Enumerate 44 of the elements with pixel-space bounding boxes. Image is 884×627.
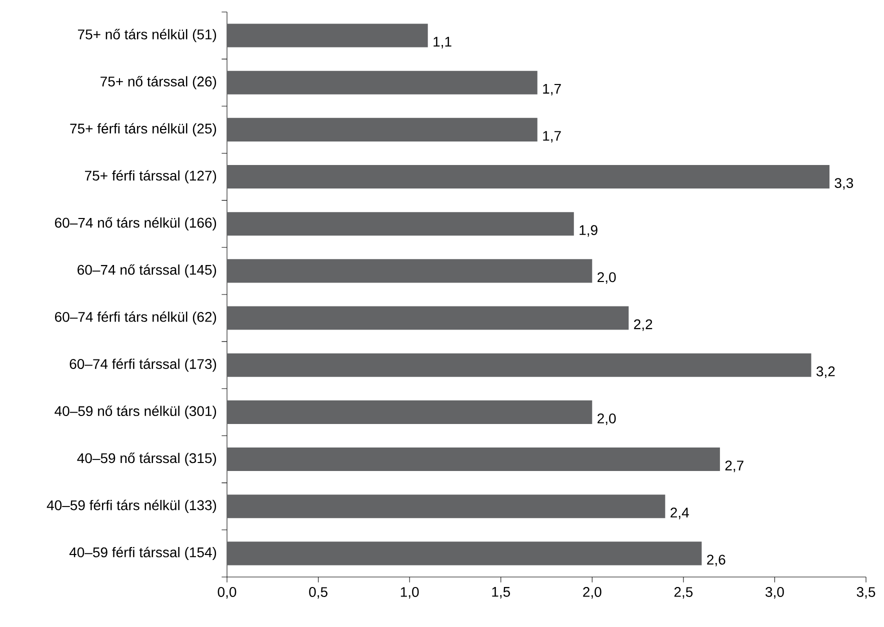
y-tick-label: 40–59 nő társsal (315) [77,452,216,466]
data-label: 1,7 [543,84,561,96]
data-label: 2,4 [670,508,689,520]
y-tick-label: 60–74 nő társ nélkül (166) [55,217,216,230]
bar [227,165,830,189]
x-tick-label: 2,0 [583,587,602,599]
x-tick-label: 0,0 [218,587,236,599]
bar [227,212,574,236]
x-tick-label: 0,5 [309,587,328,599]
y-tick-label: 60–74 nő társsal (145) [78,264,216,278]
y-tick-label: 75+ férfi társ nélkül (25) [70,123,216,136]
x-tick-label: 1,5 [492,587,510,598]
y-tick-label: 40–59 nő társ nélkül (301) [54,406,216,419]
x-tick-label: 1,0 [400,587,419,599]
bar [227,542,702,566]
bar [227,353,812,377]
data-label: 2,6 [707,554,726,566]
y-tick-label: 60–74 férfi társ nélkül (62) [55,311,216,325]
data-label: 1,9 [580,225,598,237]
y-tick-label: 60–74 férfi társsal (173) [70,358,216,372]
x-tick-label: 3,5 [856,587,876,599]
y-tick-label: 40–59 férfi társ nélkül (133) [46,500,216,513]
y-tick-label: 75+ nő társsal (26) [100,76,216,90]
bar [227,70,538,94]
data-label: 2,2 [634,319,652,331]
bar [227,306,629,330]
bar [227,400,592,424]
y-tick-label: 75+ nő társ nélkül (51) [78,28,216,42]
bar [227,259,592,283]
x-tick-label: 2,5 [674,587,693,599]
data-label: 2,0 [598,272,616,284]
bar [227,118,538,142]
data-label: 2,0 [598,413,616,426]
bar [227,448,720,472]
y-tick-label: 40–59 férfi társsal (154) [69,546,216,560]
bar [227,24,428,48]
data-label: 3,2 [816,366,835,378]
data-label: 1,7 [543,131,561,142]
data-label: 2,7 [725,460,744,472]
bar [227,494,666,518]
x-tick-label: 3,0 [766,587,784,599]
data-label: 3,3 [834,178,854,190]
y-tick-label: 75+ férfi társsal (127) [85,170,216,184]
data-label: 1,1 [434,36,452,48]
